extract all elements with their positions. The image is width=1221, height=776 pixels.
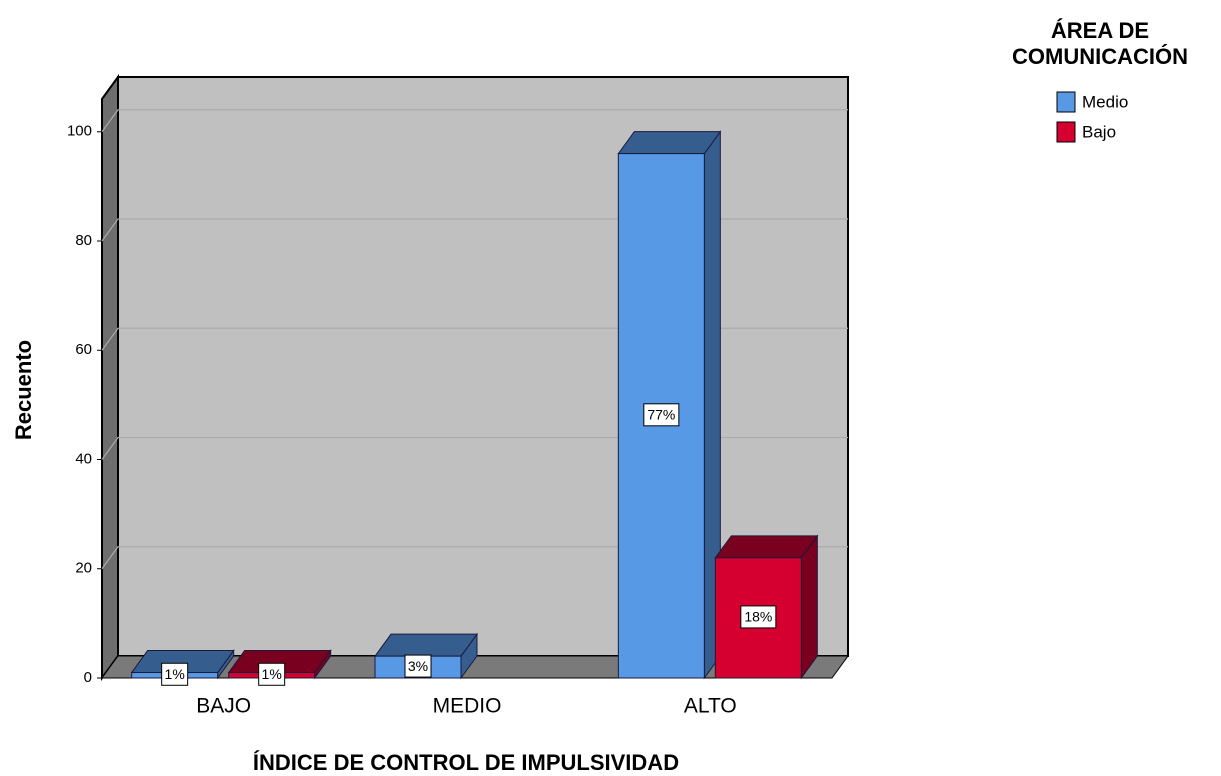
- bar: [714, 534, 819, 680]
- y-tick-label: 0: [84, 669, 92, 686]
- data-label: 3%: [408, 658, 428, 674]
- legend-swatch: [1056, 121, 1076, 143]
- data-label: 1%: [262, 666, 282, 682]
- x-tick-label: BAJO: [196, 695, 251, 718]
- x-tick-label: ALTO: [684, 695, 737, 718]
- y-tick-label: 100: [67, 123, 92, 140]
- data-label-box: [404, 654, 432, 678]
- legend-label: Medio: [1082, 92, 1128, 111]
- x-axis-title: ÍNDICE DE CONTROL DE IMPULSIVIDAD: [253, 750, 679, 775]
- data-label-box: [740, 605, 777, 629]
- bar-top: [714, 535, 819, 559]
- legend-label: Bajo: [1082, 122, 1116, 141]
- grid-line: [101, 109, 848, 133]
- data-label: 77%: [647, 407, 675, 423]
- grid-line: [101, 327, 848, 351]
- grid-line: [101, 546, 848, 570]
- data-label: 1%: [165, 666, 185, 682]
- legend-swatch: [1056, 91, 1076, 113]
- bar-top: [617, 131, 722, 155]
- y-tick-label: 20: [75, 560, 92, 577]
- data-label-box: [258, 662, 286, 686]
- left-wall: [101, 73, 119, 682]
- data-label-box: [643, 403, 680, 427]
- legend-title: ÁREA DE: [1051, 18, 1149, 43]
- grid-line: [101, 436, 848, 460]
- x-tick-label: MEDIO: [433, 695, 502, 718]
- bar-top: [374, 633, 478, 657]
- data-label-box: [161, 662, 189, 686]
- grid-line: [101, 218, 848, 242]
- y-tick-label: 40: [75, 450, 92, 467]
- y-tick-label: 80: [75, 232, 92, 249]
- data-label: 18%: [744, 609, 772, 625]
- legend-title: COMUNICACIÓN: [1012, 44, 1188, 69]
- bar-side: [800, 534, 818, 680]
- y-axis-title: Recuento: [11, 340, 36, 440]
- y-tick-label: 60: [75, 341, 92, 358]
